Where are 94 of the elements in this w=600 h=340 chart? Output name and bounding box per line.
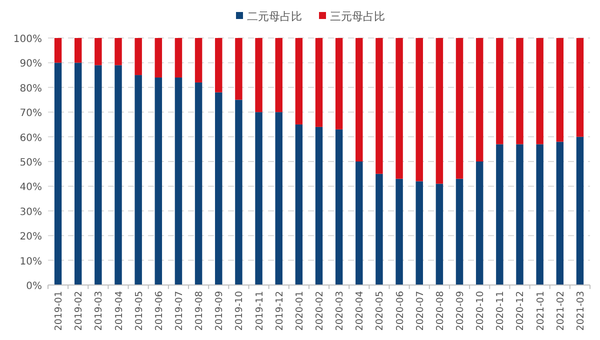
bar xyxy=(54,38,62,63)
bar xyxy=(315,126,323,285)
x-tick-label: 2020-04 xyxy=(354,291,366,331)
x-tick-label: 2020-03 xyxy=(334,291,346,331)
bar xyxy=(536,38,544,144)
bar xyxy=(416,38,423,182)
x-tick-label: 2019-12 xyxy=(274,291,286,331)
bar xyxy=(576,38,584,137)
x-tick-label: 2019-02 xyxy=(74,291,85,331)
x-tick-label: 2019-08 xyxy=(194,291,206,331)
bar xyxy=(436,38,444,184)
y-tick-label: 90% xyxy=(20,58,42,70)
x-tick-label: 2020-12 xyxy=(515,291,526,331)
x-tick-label: 2020-02 xyxy=(314,291,326,331)
x-tick-label: 2020-08 xyxy=(434,291,446,331)
bar xyxy=(496,144,504,285)
bar xyxy=(376,38,383,174)
bar xyxy=(516,144,524,285)
x-tick-label: 2020-11 xyxy=(495,291,506,331)
x-tick-label: 2020-05 xyxy=(374,291,386,331)
bar xyxy=(255,38,262,112)
bar xyxy=(194,38,202,82)
bar xyxy=(456,178,464,285)
bar xyxy=(154,38,162,78)
bar xyxy=(315,38,323,127)
x-tick-label: 2020-09 xyxy=(455,291,466,331)
bar xyxy=(54,62,62,285)
x-tick-label: 2020-07 xyxy=(414,291,426,331)
x-tick-label: 2019-06 xyxy=(154,291,165,331)
bar xyxy=(436,184,444,285)
bar xyxy=(335,129,343,285)
bar xyxy=(255,112,262,285)
bar xyxy=(174,38,182,78)
y-tick-label: 100% xyxy=(13,34,42,45)
bar xyxy=(235,38,242,100)
x-tick-label: 2019-03 xyxy=(94,291,105,331)
bar xyxy=(335,38,343,130)
bar xyxy=(356,38,363,162)
y-tick-label: 30% xyxy=(20,206,42,218)
bar xyxy=(114,65,122,285)
y-tick-label: 40% xyxy=(20,182,42,194)
bar xyxy=(356,162,363,285)
bar xyxy=(295,38,303,124)
legend-label: 二元母占比 xyxy=(247,10,302,23)
x-tick-label: 2021-01 xyxy=(535,291,546,331)
bar xyxy=(74,62,82,285)
x-tick-label: 2020-01 xyxy=(294,291,306,331)
bar xyxy=(496,38,504,144)
x-tick-label: 2019-11 xyxy=(254,291,266,331)
y-tick-label: 0% xyxy=(26,281,42,292)
bar xyxy=(456,38,464,179)
bar xyxy=(215,38,222,92)
bar xyxy=(154,78,162,285)
bar xyxy=(174,78,182,285)
y-tick-label: 80% xyxy=(20,83,42,94)
bar xyxy=(114,38,122,66)
x-tick-label: 2021-03 xyxy=(575,291,586,331)
x-tick-label: 2019-07 xyxy=(174,291,185,331)
bar xyxy=(576,136,584,285)
y-tick-label: 60% xyxy=(20,132,42,144)
x-tick-label: 2020-10 xyxy=(475,291,486,331)
y-tick-label: 20% xyxy=(20,232,42,243)
bar xyxy=(396,38,403,179)
legend-label: 三元母占比 xyxy=(330,10,385,23)
x-tick-label: 2020-06 xyxy=(394,291,406,331)
y-tick-label: 50% xyxy=(20,158,42,168)
x-tick-label: 2021-02 xyxy=(555,291,566,331)
x-tick-label: 2019-04 xyxy=(114,291,125,331)
bar xyxy=(556,38,564,142)
bar xyxy=(215,92,222,285)
y-tick-label: 70% xyxy=(20,108,42,120)
bar xyxy=(295,124,303,285)
bar xyxy=(416,181,423,285)
bar xyxy=(275,38,282,112)
bar xyxy=(516,38,524,144)
x-tick-label: 2019-05 xyxy=(134,291,145,331)
bar xyxy=(74,38,82,63)
bar xyxy=(536,144,544,285)
bar xyxy=(476,162,484,285)
bar xyxy=(94,65,102,285)
x-tick-label: 2019-01 xyxy=(54,291,65,331)
bar xyxy=(134,75,142,285)
bar xyxy=(275,112,282,285)
x-tick-label: 2019-09 xyxy=(214,291,226,331)
bar xyxy=(556,142,564,285)
bar xyxy=(396,178,403,285)
bar xyxy=(94,38,102,66)
bar xyxy=(376,174,383,285)
y-tick-label: 10% xyxy=(20,256,42,268)
x-tick-label: 2019-10 xyxy=(234,291,246,331)
bar xyxy=(476,38,484,162)
bar xyxy=(235,100,242,285)
bar xyxy=(194,82,202,285)
bar xyxy=(134,38,142,76)
